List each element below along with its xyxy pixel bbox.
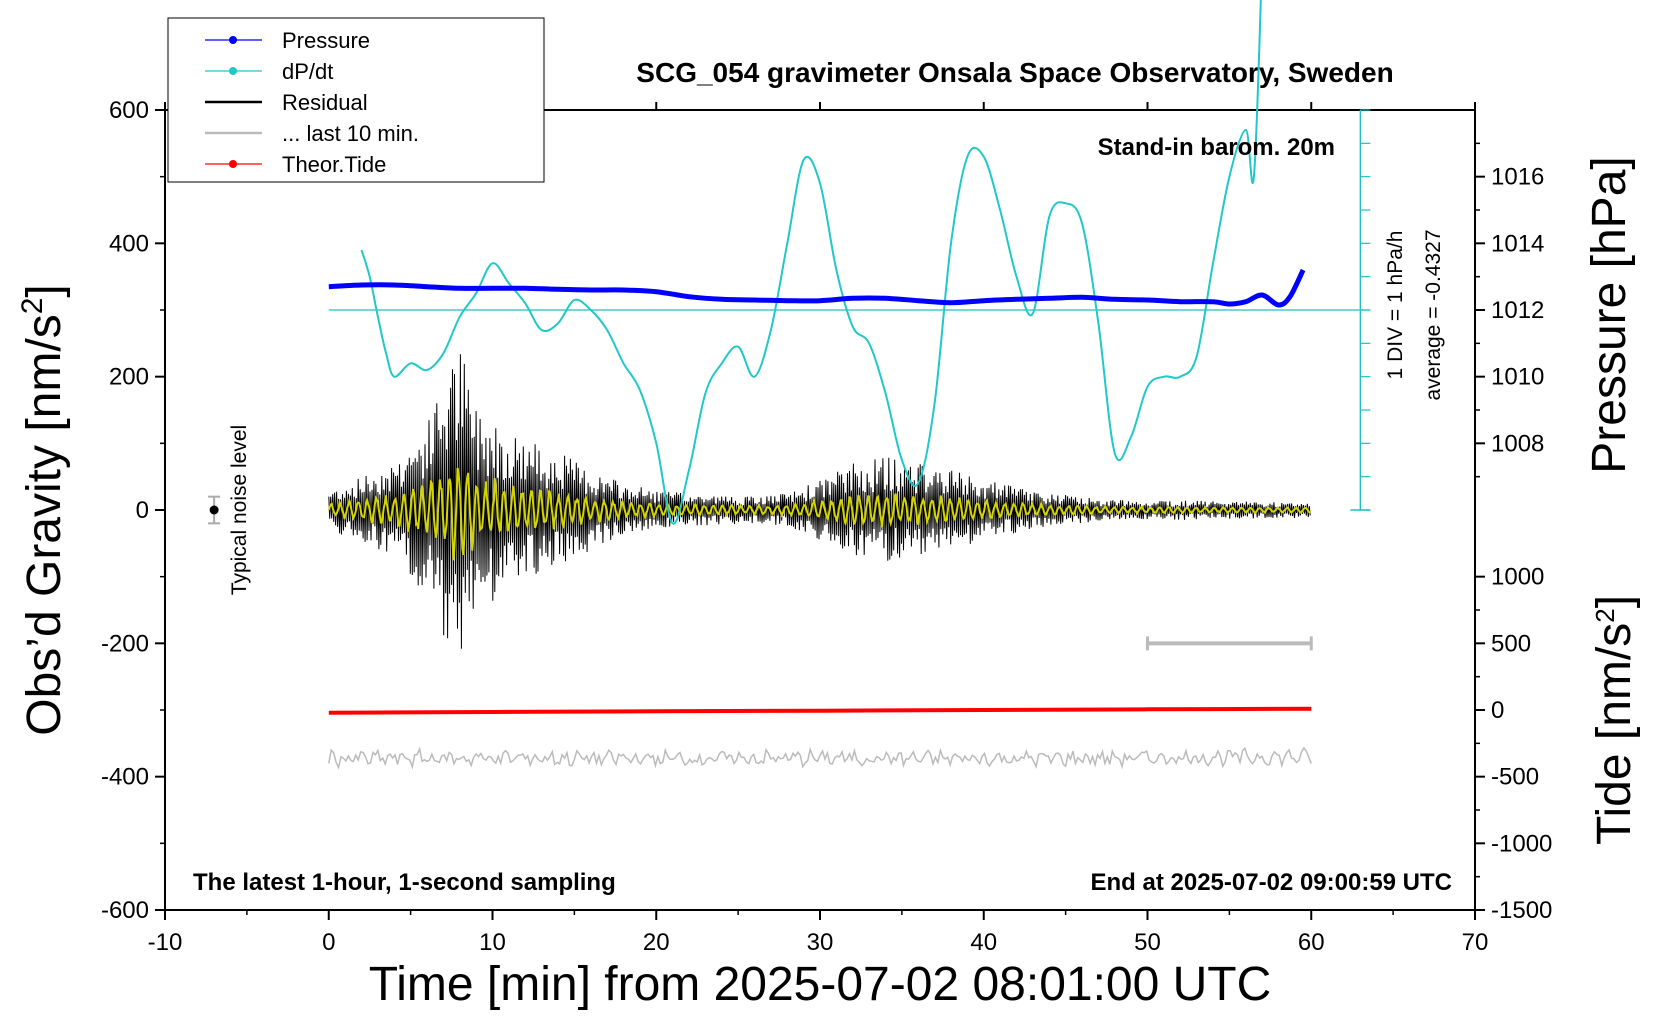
residual-smoothed-line [327, 467, 1311, 561]
y-tick-label: 0 [136, 497, 149, 524]
pressure-tick-label: 1010 [1491, 364, 1544, 391]
y-axis-label-pressure: Pressure [hPa] [1583, 156, 1636, 473]
x-tick-label: 10 [479, 929, 506, 956]
end-time-note: End at 2025-07-02 09:00:59 UTC [1091, 869, 1453, 896]
series-residual [327, 354, 1311, 649]
legend-label: ... last 10 min. [282, 121, 419, 146]
y-tick-label: 600 [109, 97, 149, 124]
y-axis-label-gravity: Obs’d Gravity [nm/s2] [16, 284, 71, 735]
chart-title: SCG_054 gravimeter Onsala Space Observat… [636, 57, 1393, 88]
y-axis-label-tide: Tide [nm/s2] [1588, 595, 1641, 845]
series-pressure [328, 268, 1306, 308]
tide-tick-label: 0 [1491, 697, 1504, 724]
legend-swatch-dot [229, 36, 237, 44]
y-tick-label: -200 [101, 630, 149, 657]
pressure-line [328, 268, 1306, 308]
noise-note: Typical noise level [228, 425, 251, 595]
y-axis-ticks-gravity: 600 400 200 0 -200 -400 -600 [101, 97, 165, 924]
y-tick-label: -600 [101, 897, 149, 924]
legend-label: Theor.Tide [282, 152, 386, 177]
chart-extras [208, 495, 1313, 651]
y-tick-label: -400 [101, 764, 149, 791]
noise-marker-dot [209, 505, 219, 515]
x-tick-label: 40 [970, 929, 997, 956]
tide-tick-label: 1000 [1491, 564, 1544, 591]
x-tick-label: 20 [643, 929, 670, 956]
x-axis-label: Time [min] from 2025-07-02 08:01:00 UTC [369, 958, 1272, 1011]
tide-tick-label: -500 [1491, 764, 1539, 791]
pressure-tick-label: 1014 [1491, 230, 1544, 257]
average-note: average = -0.4327 [1422, 229, 1445, 400]
series-dpdt [360, 0, 1262, 525]
x-tick-label: 0 [322, 929, 335, 956]
legend-label: Pressure [282, 28, 370, 53]
legend: Pressure dP/dt Residual ... last 10 min. The… [167, 17, 545, 183]
pressure-tick-label: 1012 [1491, 297, 1544, 324]
series-theor-tide [328, 706, 1312, 715]
series-last-10-min [328, 746, 1312, 770]
x-axis-ticks: -10 0 10 20 30 40 50 60 70 [148, 102, 1489, 956]
legend-box [167, 17, 545, 183]
y-axis-ticks-tide: 1000 500 0 -500 -1000 -1500 [1475, 564, 1552, 924]
x-tick-label: 60 [1298, 929, 1325, 956]
last-10-min-line [328, 746, 1312, 770]
dpdt-line [360, 0, 1262, 525]
dpdt-scale-axis [328, 109, 1371, 511]
pressure-tick-label: 1016 [1491, 164, 1544, 191]
legend-swatch-dot [229, 67, 237, 75]
legend-swatch-dot [229, 160, 237, 168]
tide-tick-label: -1000 [1491, 830, 1552, 857]
tide-tick-label: -1500 [1491, 897, 1552, 924]
tide-line [328, 706, 1312, 715]
x-tick-label: -10 [148, 929, 183, 956]
barometer-note: Stand-in barom. 20m [1098, 134, 1335, 161]
legend-label: dP/dt [282, 59, 333, 84]
x-tick-label: 30 [807, 929, 834, 956]
y-tick-label: 200 [109, 364, 149, 391]
pressure-tick-label: 1008 [1491, 430, 1544, 457]
sampling-note: The latest 1-hour, 1-second sampling [193, 869, 616, 896]
tide-tick-label: 500 [1491, 630, 1531, 657]
legend-label: Residual [282, 90, 368, 115]
div-note: 1 DIV = 1 hPa/h [1384, 231, 1407, 380]
x-tick-label: 50 [1134, 929, 1161, 956]
y-tick-label: 400 [109, 230, 149, 257]
y-axis-ticks-pressure: 1016 1014 1012 1010 1008 [1475, 142, 1544, 478]
x-tick-label: 70 [1462, 929, 1489, 956]
